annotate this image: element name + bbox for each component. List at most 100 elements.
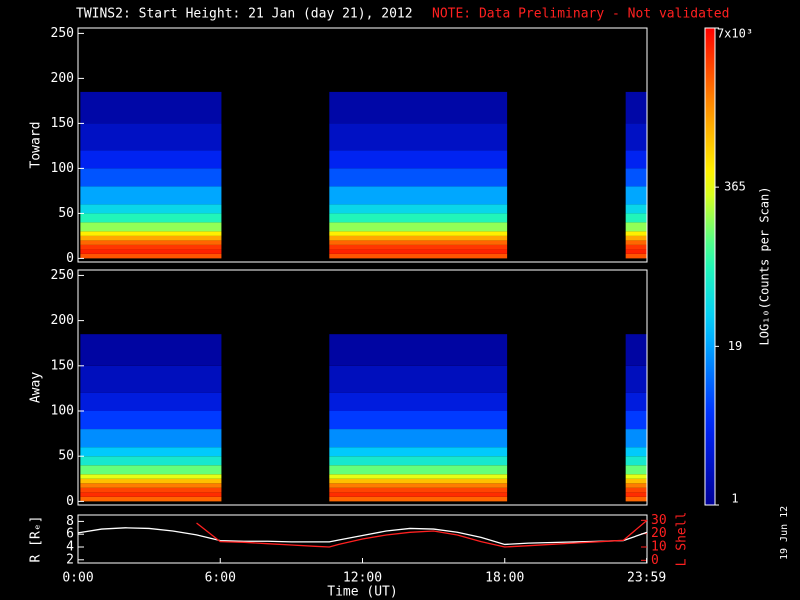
date-stamp: 19 Jun 12 [779,506,790,560]
heatmap-cell [329,249,508,254]
heatmap-cell [80,478,222,484]
title: TWINS2: Start Height: 21 Jan (day 21), 2… [76,7,413,22]
heatmap-cell [625,392,647,411]
heatmap-cell [625,150,647,169]
y-tick-label: 150 [51,116,74,131]
heatmap-cell [329,429,508,448]
heatmap-cell [329,244,508,250]
colorbar-tick-label: 1 [731,492,738,506]
heatmap-cell [625,478,647,484]
heatmap-cell [80,429,222,448]
y-tick-label: 150 [51,358,74,373]
y-tick-label: 250 [51,26,74,41]
y-tick-label: 4 [66,540,74,555]
heatmap-cell [80,123,222,151]
heatmap-cell [625,123,647,151]
heatmap-cell [329,213,508,223]
heatmap-cell [80,487,222,493]
heatmap-cell [329,456,508,466]
heatmap-cell [329,411,508,430]
heatmap-cell [329,186,508,205]
y2-tick-label: 30 [651,513,667,528]
y2-tick-label: 10 [651,540,667,555]
heatmap-cell [80,334,222,366]
y-tick-label: 200 [51,313,74,328]
line-series [77,527,648,546]
y-tick-label: 0 [66,494,74,509]
heatmap-cell [80,392,222,411]
heatmap-cell [625,186,647,205]
heatmap-cell [625,447,647,457]
y-axis-label: R [Rₑ] [29,516,44,563]
heatmap-cell [329,91,508,124]
heatmap-cell [625,483,647,488]
heatmap-cell [625,231,647,236]
heatmap-cell [329,465,508,475]
heatmap-cell [329,334,508,366]
x-tick-label: 0:00 [62,571,93,586]
heatmap-cell [329,474,508,479]
heatmap-cell [329,496,508,502]
heatmap-cell [625,91,647,124]
heatmap-cell [80,168,222,187]
colorbar-tick-label: 365 [724,180,746,194]
heatmap-cell [329,253,508,259]
heatmap-cell [80,222,222,232]
heatmap-cell [625,253,647,259]
heatmap-cell [80,249,222,254]
heatmap-cell [329,483,508,488]
x-axis-label: Time (UT) [327,585,397,600]
heatmap-cell [329,487,508,493]
y-tick-label: 0 [66,251,74,266]
heatmap-cell [625,496,647,502]
heatmap-cell [329,478,508,484]
heatmap-cell [625,235,647,241]
heatmap-cell [625,204,647,214]
heatmap-cell [625,456,647,466]
heatmap-cell [329,123,508,151]
heatmap-cell [80,235,222,241]
heatmap-cell [80,483,222,488]
x-tick-label: 23:59 [627,571,666,586]
heatmap-cell [80,204,222,214]
y2-axis-label: L Shell [675,512,690,567]
y2-tick-label: 20 [651,526,667,541]
y-tick-label: 8 [66,514,74,529]
heatmap-cell [329,240,508,245]
heatmap-cell [329,235,508,241]
y-axis-label: Toward [29,122,44,169]
heatmap-cell [625,365,647,393]
x-tick-label: 18:00 [485,571,524,586]
heatmap-cell [329,222,508,232]
y-tick-label: 50 [58,449,74,464]
heatmap-cell [80,365,222,393]
y-tick-label: 50 [58,206,74,221]
y-tick-label: 100 [51,161,74,176]
y-axis-label: Away [29,372,44,403]
heatmap-cell [80,231,222,236]
heatmap-cell [625,492,647,497]
heatmap-cell [329,231,508,236]
heatmap-cell [80,253,222,259]
heatmap-cell [329,492,508,497]
colorbar-tick-label: 19 [728,339,742,353]
heatmap-cell [80,456,222,466]
heatmap-cell [329,447,508,457]
heatmap-cell [80,447,222,457]
heatmap-cell [625,213,647,223]
heatmap-cell [80,474,222,479]
line-series [196,519,648,548]
heatmap-cell [625,429,647,448]
heatmap-cell [625,487,647,493]
colorbar-tick-label: 7x10³ [717,27,753,41]
colorbar [704,27,716,506]
y2-tick-label: 0 [651,553,659,568]
y-tick-label: 6 [66,527,74,542]
heatmap-cell [329,365,508,393]
heatmap-cell [80,150,222,169]
heatmap-cell [80,91,222,124]
heatmap-cell [625,474,647,479]
